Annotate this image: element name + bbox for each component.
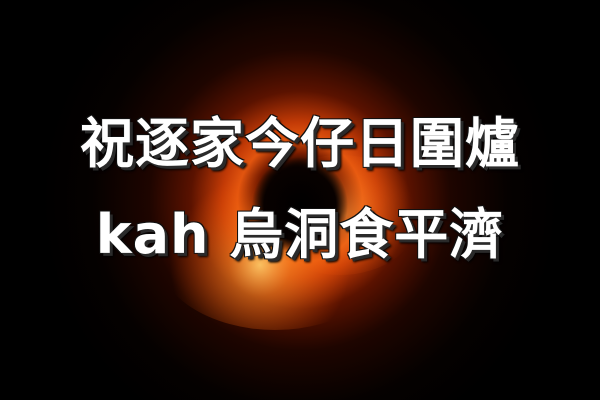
caption-line-1: 祝逐家今仔日圍爐: [80, 112, 520, 175]
caption-line-2: kah 烏洞食平濟: [95, 203, 505, 266]
